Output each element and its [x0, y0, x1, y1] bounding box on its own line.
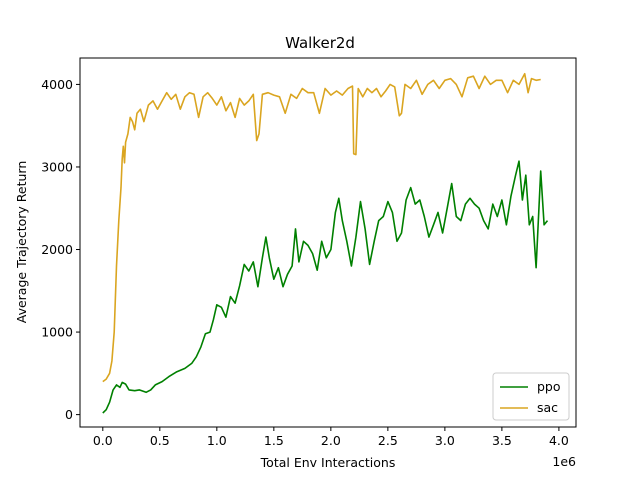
y-tick-label: 1000	[41, 325, 73, 340]
y-tick-label: 2000	[41, 242, 73, 257]
x-tick-label: 1.5	[264, 433, 284, 448]
legend-label-sac: sac	[537, 400, 558, 415]
x-tick-label: 3.0	[435, 433, 455, 448]
x-tick-label: 1.0	[207, 433, 227, 448]
x-axis-label: Total Env Interactions	[260, 455, 396, 470]
legend: ppo sac	[492, 372, 570, 421]
series-line-sac	[102, 72, 541, 383]
series-layer	[102, 72, 549, 414]
y-axis: 0 1000 2000 3000 4000	[41, 77, 80, 422]
y-tick-label: 0	[65, 407, 73, 422]
y-axis-label: Average Trajectory Return	[14, 161, 29, 323]
x-tick-label: 2.5	[378, 433, 398, 448]
chart-title: Walker2d	[285, 34, 355, 52]
y-tick-label: 3000	[41, 159, 73, 174]
y-tick-label: 4000	[41, 77, 73, 92]
plot-frame	[79, 57, 577, 428]
x-tick-label: 2.0	[321, 433, 341, 448]
x-tick-label: 0.0	[93, 433, 113, 448]
legend-label-ppo: ppo	[537, 379, 561, 394]
x-axis-offset-label: 1e6	[552, 454, 576, 469]
x-tick-label: 4.0	[549, 433, 569, 448]
x-tick-label: 0.5	[150, 433, 170, 448]
x-axis: 0.0 0.5 1.0 1.5 2.0 2.5 3.0 3.5 4.0	[93, 427, 569, 448]
series-line-ppo	[102, 160, 549, 414]
x-tick-label: 3.5	[492, 433, 512, 448]
